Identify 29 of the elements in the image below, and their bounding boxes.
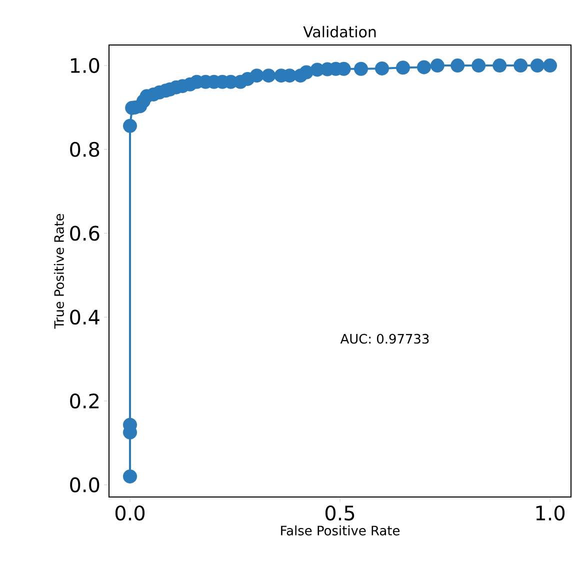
y-tick-label: 0.6	[70, 226, 100, 241]
point	[514, 58, 528, 73]
x-tick-label: 0.5	[325, 506, 354, 521]
point	[123, 118, 138, 133]
point	[492, 58, 507, 73]
annotation: AUC: 0.97733	[340, 334, 429, 344]
y-tick-label: 0.4	[70, 310, 100, 325]
y-tick-label: 0.0	[70, 477, 100, 492]
y-axis-title: True Positive Rate	[54, 214, 64, 329]
point	[354, 62, 368, 76]
y-tick-label: 1.0	[70, 58, 100, 74]
point	[430, 58, 444, 73]
x-axis-title: False Positive Rate	[281, 525, 400, 536]
chart-title: Validation	[303, 26, 376, 38]
point	[123, 469, 138, 484]
point	[472, 58, 486, 73]
y-tick-label: 0.8	[70, 142, 100, 157]
x-tick-label: 1.0	[536, 506, 565, 521]
point	[450, 58, 465, 73]
y-tick-label: 0.2	[70, 393, 98, 408]
point	[262, 68, 276, 83]
point	[299, 65, 314, 80]
point	[250, 68, 264, 83]
point	[543, 58, 558, 73]
point	[417, 60, 432, 74]
point	[375, 61, 390, 76]
point	[530, 58, 544, 73]
x-tick-label: 0.0	[115, 506, 145, 521]
point	[396, 60, 410, 75]
